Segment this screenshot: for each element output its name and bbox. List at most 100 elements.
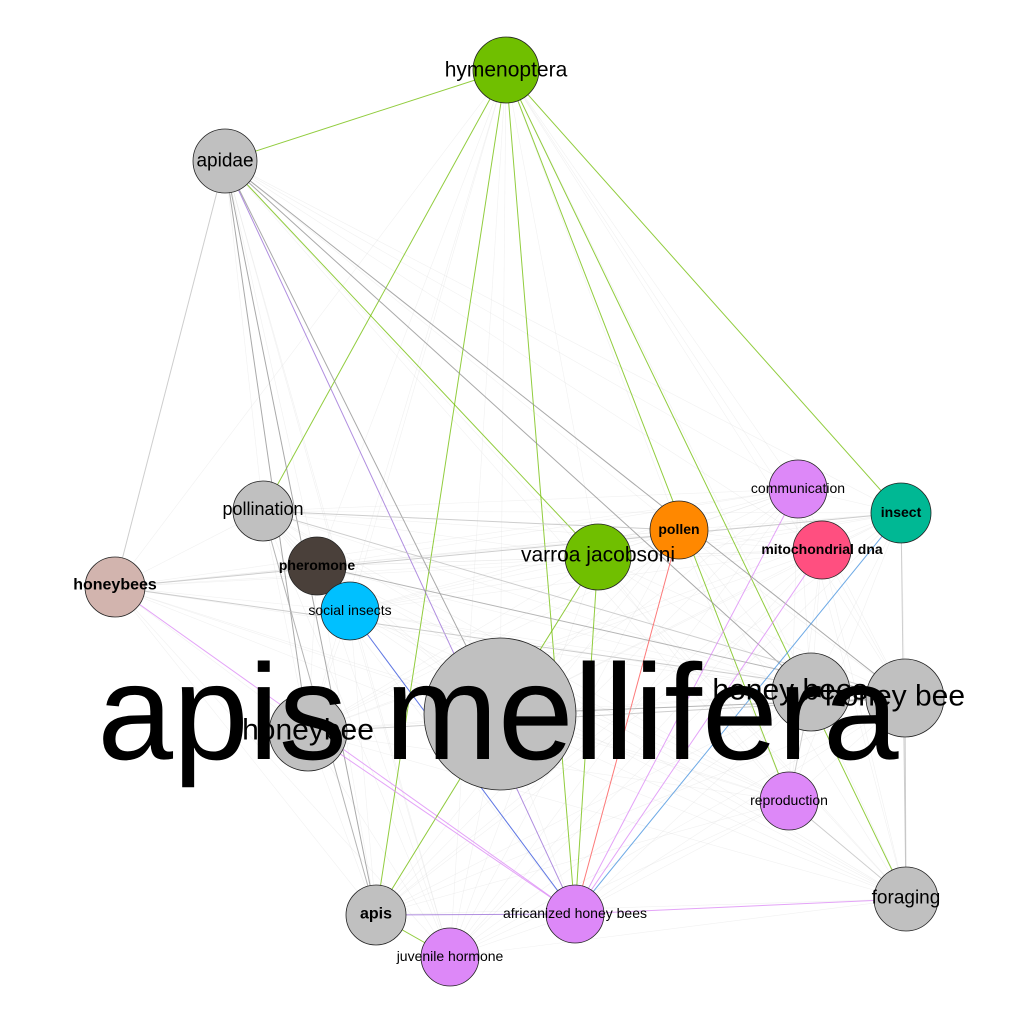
background-edge	[224, 160, 823, 551]
background-edge	[505, 69, 823, 551]
background-edge	[349, 610, 907, 900]
background-edge	[505, 69, 680, 531]
node-pollination[interactable]	[232, 480, 294, 542]
edge-layer	[114, 69, 907, 958]
node-honeybees[interactable]	[84, 556, 146, 618]
background-edge	[574, 800, 790, 915]
label-hymenoptera: hymenoptera	[445, 59, 568, 82]
background-edge	[224, 160, 680, 531]
background-edge	[224, 160, 799, 490]
background-edge	[499, 69, 507, 715]
edge-hymenoptera-insect	[505, 69, 902, 514]
edge-hymenoptera-africanized_honey_bees	[505, 69, 576, 915]
background-edge	[449, 512, 902, 958]
background-edge	[597, 549, 823, 558]
node-honeybee[interactable]	[268, 692, 348, 772]
background-edge	[449, 898, 907, 958]
background-edge	[114, 586, 377, 916]
label-honeybee: honeybee	[242, 714, 374, 747]
background-edge	[449, 691, 812, 958]
background-edge	[114, 549, 823, 588]
edge-hymenoptera-apis	[375, 69, 507, 916]
background-edge	[262, 510, 812, 693]
node-juvenile-hormone[interactable]	[420, 927, 480, 987]
background-edge	[307, 488, 799, 733]
label-pollen: pollen	[658, 521, 699, 537]
edge-communication-africanized_honey_bees	[574, 488, 799, 915]
background-edge	[307, 556, 599, 733]
background-edge	[678, 529, 906, 699]
edge-insect-africanized_honey_bees	[574, 512, 902, 915]
edge-pollination-pollen	[262, 510, 680, 531]
background-edge	[678, 529, 790, 802]
label-insect: insect	[881, 504, 922, 520]
background-edge	[375, 488, 799, 916]
background-edge	[505, 69, 906, 699]
background-edge	[316, 565, 907, 900]
label-honeybees: honeybees	[73, 577, 157, 594]
label-reproduction: reproduction	[750, 792, 828, 808]
background-edge	[114, 556, 599, 588]
edge-honeybee-africanized_honey_bees	[307, 731, 576, 915]
edge-apidae-apis_mellifera	[224, 160, 501, 715]
background-edge	[262, 510, 907, 900]
edge-apidae-honeybee	[224, 160, 309, 733]
background-edge	[349, 69, 507, 612]
background-edge	[678, 512, 902, 531]
node-varroa-jacobsoni[interactable]	[564, 523, 632, 591]
background-edge	[597, 556, 907, 900]
background-edge	[788, 512, 902, 802]
background-edge	[574, 697, 906, 915]
background-edge	[262, 510, 599, 558]
node-reproduction[interactable]	[759, 771, 819, 831]
background-edge	[449, 488, 799, 958]
label-apis: apis	[360, 906, 392, 923]
background-edge	[224, 160, 790, 802]
edge-hymenoptera-pollination	[262, 69, 507, 512]
node-apidae[interactable]	[192, 128, 258, 194]
background-edge	[449, 549, 823, 958]
label-apis-mellifera: apis mellifera	[97, 636, 899, 788]
background-edge	[307, 731, 451, 958]
node-africanized-honey-bees[interactable]	[545, 884, 605, 944]
edge-apidae-honey_bee	[224, 160, 906, 699]
label-communication: communication	[751, 480, 845, 496]
node-foraging[interactable]	[873, 866, 939, 932]
background-edge	[224, 160, 264, 512]
node-pollen[interactable]	[649, 500, 709, 560]
background-edge	[449, 69, 507, 958]
background-edge	[262, 510, 823, 551]
node-apis-mellifera[interactable]	[423, 637, 577, 791]
background-edge	[349, 556, 599, 612]
background-edge	[114, 586, 351, 612]
label-varroa-jacobsoni: varroa jacobsoni	[521, 544, 675, 567]
background-edge	[316, 488, 799, 567]
background-edge	[349, 610, 812, 693]
node-honey-bees[interactable]	[771, 652, 851, 732]
node-hymenoptera[interactable]	[472, 36, 540, 104]
background-edge	[114, 69, 507, 588]
node-insect[interactable]	[870, 482, 932, 544]
label-pollination: pollination	[222, 499, 303, 519]
label-juvenile-hormone: juvenile hormone	[396, 948, 504, 964]
background-edge	[597, 556, 906, 699]
background-edge	[224, 160, 351, 612]
node-communication[interactable]	[768, 459, 828, 519]
node-social-insects[interactable]	[320, 581, 380, 641]
background-edge	[224, 160, 318, 567]
label-mitochondrial-dna: mitochondrial dna	[761, 541, 883, 557]
background-edge	[821, 549, 907, 900]
edge-apidae-honey_bees	[224, 160, 812, 693]
edge-apidae-varroa_jacobsoni	[224, 160, 599, 558]
edge-africanized_honey_bees-foraging	[574, 898, 907, 915]
background-edge	[505, 69, 599, 558]
node-honey-bee[interactable]	[865, 658, 945, 738]
node-layer	[84, 36, 945, 987]
label-layer: apis mellifera hymenoptera apidae pollinati…	[73, 59, 965, 965]
edge-hymenoptera-reproduction	[505, 69, 790, 802]
background-edge	[224, 160, 902, 514]
node-mitochondrial-dna[interactable]	[792, 520, 852, 580]
node-apis[interactable]	[345, 884, 407, 946]
node-pheromone[interactable]	[287, 536, 347, 596]
